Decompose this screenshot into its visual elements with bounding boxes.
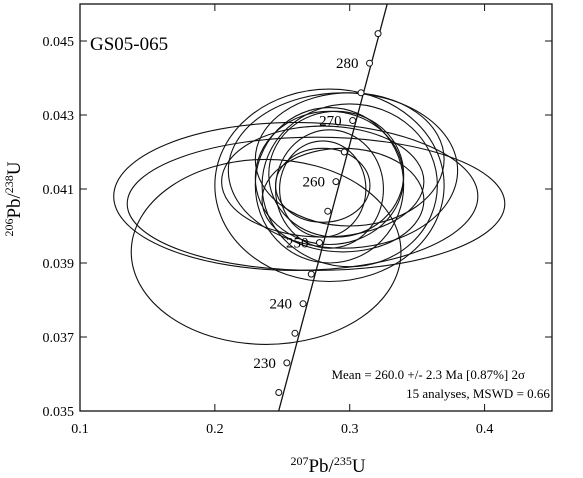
y-label-main2: U bbox=[4, 161, 25, 175]
x-tick-label-1: 0.2 bbox=[206, 422, 224, 437]
x-label-main2: U bbox=[352, 456, 366, 477]
age-marker-225 bbox=[275, 389, 283, 396]
error-ellipse-12 bbox=[274, 147, 371, 223]
plot-frame bbox=[79, 3, 553, 412]
concordia-layer: 230 240 250 260 270 280 bbox=[253, 4, 388, 411]
ellipses-layer bbox=[113, 88, 506, 345]
age-marker-255 bbox=[324, 207, 332, 215]
age-marker-230 bbox=[283, 359, 291, 367]
y-tick-label-2: 0.039 bbox=[43, 257, 75, 272]
x-label-main1: Pb/ bbox=[308, 456, 334, 477]
y-tick-label-4: 0.043 bbox=[43, 109, 75, 124]
age-label-230: 230 bbox=[253, 356, 276, 372]
axes-layer: 0.1 0.2 0.3 0.4 0.035 0.037 0.039 0.041 0.043 0.0… bbox=[43, 3, 553, 437]
error-ellipse-13 bbox=[254, 92, 445, 227]
age-label-240: 240 bbox=[270, 297, 293, 313]
age-marker-250 bbox=[316, 239, 324, 247]
age-label-280: 280 bbox=[336, 56, 359, 72]
age-marker-280 bbox=[366, 59, 374, 67]
error-ellipse-4 bbox=[130, 158, 402, 345]
y-tick-label-3: 0.041 bbox=[43, 183, 75, 198]
sample-title: GS05-065 bbox=[90, 34, 168, 55]
age-marker-270 bbox=[349, 117, 357, 125]
x-axis-label: 207Pb/235U bbox=[290, 454, 365, 477]
concordia-curve bbox=[277, 4, 388, 411]
error-ellipse-14 bbox=[268, 110, 405, 238]
x-label-sup1: 207 bbox=[290, 454, 308, 468]
y-tick-label-5: 0.045 bbox=[43, 35, 75, 50]
error-ellipse-7 bbox=[261, 103, 438, 268]
age-marker-260 bbox=[332, 178, 340, 186]
y-axis-label: 206Pb/238U bbox=[2, 161, 25, 236]
error-ellipse-11 bbox=[279, 140, 367, 238]
mean-age-annotation: Mean = 260.0 +/- 2.3 Ma [0.87%] 2σ bbox=[331, 367, 525, 382]
age-label-260: 260 bbox=[302, 175, 325, 191]
y-tick-label-0: 0.035 bbox=[43, 405, 75, 420]
age-marker-265 bbox=[340, 148, 348, 156]
y-label-main1: Pb/ bbox=[4, 192, 25, 218]
age-marker-240 bbox=[299, 300, 307, 308]
age-marker-235 bbox=[291, 329, 299, 337]
y-tick-label-1: 0.037 bbox=[43, 331, 75, 346]
y-label-sup1: 206 bbox=[2, 219, 16, 237]
error-ellipse-8 bbox=[214, 88, 445, 283]
age-label-250: 250 bbox=[286, 236, 309, 252]
x-tick-label-3: 0.4 bbox=[476, 422, 494, 437]
age-label-270: 270 bbox=[319, 114, 342, 130]
age-marker-245 bbox=[307, 270, 315, 278]
mswd-annotation: 15 analyses, MSWD = 0.66 bbox=[406, 386, 550, 401]
age-marker-285 bbox=[374, 30, 382, 38]
x-tick-label-0: 0.1 bbox=[71, 422, 89, 437]
x-tick-label-2: 0.3 bbox=[341, 422, 359, 437]
age-marker-275 bbox=[357, 89, 365, 97]
x-label-sup2: 235 bbox=[334, 454, 352, 468]
y-label-sup2: 238 bbox=[2, 175, 16, 193]
error-ellipse-15 bbox=[261, 147, 425, 253]
error-ellipse-3 bbox=[126, 136, 506, 271]
